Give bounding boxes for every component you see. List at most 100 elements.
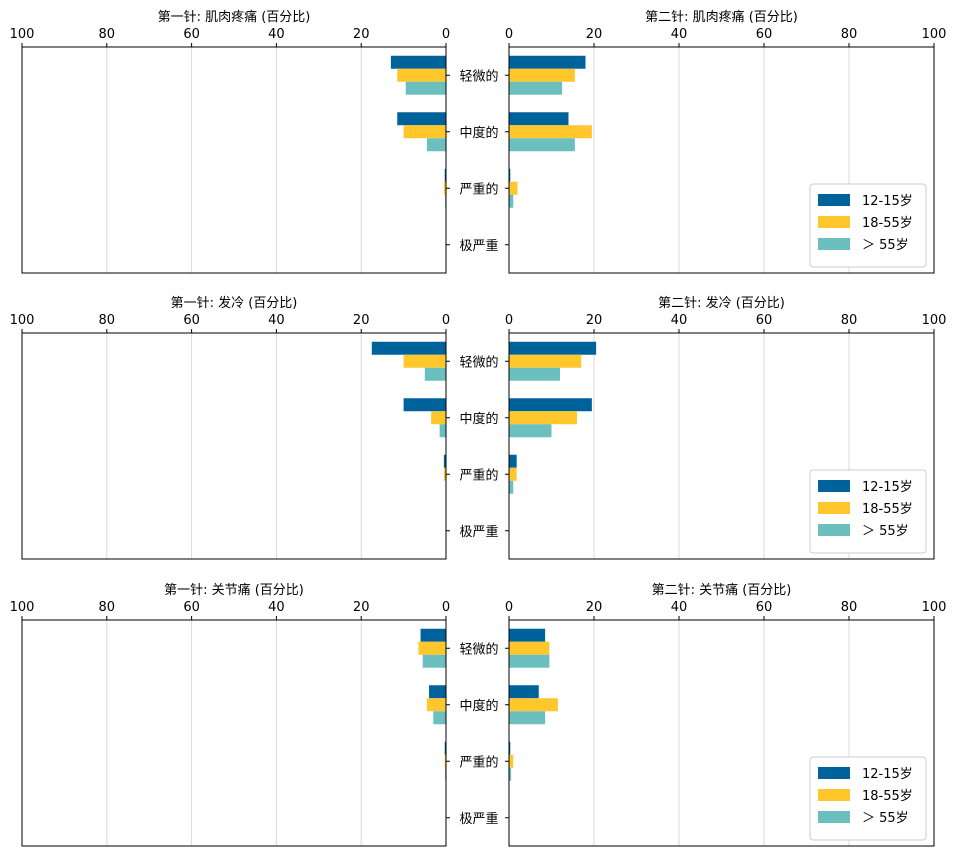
bar xyxy=(433,711,446,725)
bar xyxy=(509,424,552,438)
bar xyxy=(509,767,512,781)
bar xyxy=(403,125,446,139)
bar xyxy=(509,168,511,182)
category-label: 中度的 xyxy=(459,411,498,427)
tick-label: 40 xyxy=(268,313,285,328)
bar xyxy=(426,138,446,152)
tick-label: 60 xyxy=(756,313,773,328)
category-label: 严重的 xyxy=(459,754,498,770)
panel-title: 第二针: 肌肉疼痛 (百分比) xyxy=(645,9,798,25)
tick-label: 100 xyxy=(10,600,35,615)
bar xyxy=(426,698,446,712)
legend-label: ＞ 55岁 xyxy=(862,811,909,826)
category-label: 中度的 xyxy=(459,698,498,714)
legend-label: 18-55岁 xyxy=(862,502,913,517)
category-label: 轻微的 xyxy=(459,68,498,84)
tick-label: 20 xyxy=(353,313,370,328)
tick-label: 60 xyxy=(183,313,200,328)
legend-label: 12-15岁 xyxy=(862,480,913,495)
legend-label: 18-55岁 xyxy=(862,216,913,231)
bar xyxy=(390,55,446,69)
bar xyxy=(439,424,446,438)
legend-swatch xyxy=(818,811,850,823)
plot-frame xyxy=(21,619,447,847)
legend-swatch xyxy=(818,216,850,228)
tick-label: 0 xyxy=(505,27,513,42)
plot-frame xyxy=(508,332,935,560)
tick-label: 80 xyxy=(841,313,858,328)
bar xyxy=(429,685,446,699)
bar xyxy=(418,641,446,655)
panel-title: 第一针: 肌肉疼痛 (百分比) xyxy=(158,9,311,25)
tick-label: 80 xyxy=(99,27,116,42)
bar xyxy=(509,641,550,655)
legend-label: ＞ 55岁 xyxy=(862,238,909,253)
bar xyxy=(371,341,446,355)
bar xyxy=(444,741,446,755)
tick-label: 60 xyxy=(756,600,773,615)
tick-label: 20 xyxy=(586,313,603,328)
tick-label: 40 xyxy=(671,600,688,615)
legend-label: 18-55岁 xyxy=(862,789,913,804)
bar xyxy=(444,754,446,768)
bar xyxy=(509,181,518,195)
tick-label: 0 xyxy=(442,313,450,328)
bar xyxy=(403,354,446,368)
bar xyxy=(422,654,446,668)
plot-frame xyxy=(21,46,447,274)
tick-label: 0 xyxy=(442,600,450,615)
bar xyxy=(509,628,546,642)
bar xyxy=(509,711,546,725)
bar xyxy=(405,81,446,95)
tick-label: 20 xyxy=(353,27,370,42)
bar xyxy=(397,112,446,126)
category-label: 中度的 xyxy=(459,125,498,141)
bar xyxy=(509,698,558,712)
bar xyxy=(443,467,446,481)
bar xyxy=(509,741,511,755)
bar xyxy=(509,480,514,494)
bar xyxy=(509,55,586,69)
plot-frame xyxy=(508,619,935,847)
bar xyxy=(509,341,597,355)
legend-swatch xyxy=(818,480,850,492)
bar xyxy=(397,68,446,82)
tick-label: 80 xyxy=(841,27,858,42)
tick-label: 80 xyxy=(99,313,116,328)
category-label: 极严重 xyxy=(459,238,498,254)
tick-label: 40 xyxy=(268,27,285,42)
bar xyxy=(509,81,563,95)
tick-label: 0 xyxy=(505,313,513,328)
panel-title: 第二针: 关节痛 (百分比) xyxy=(652,582,792,598)
bar xyxy=(509,354,582,368)
bar xyxy=(509,194,514,208)
bar xyxy=(509,467,517,481)
panel-title: 第二针: 发冷 (百分比) xyxy=(658,295,785,311)
bar xyxy=(509,68,575,82)
bar xyxy=(444,168,446,182)
bar xyxy=(509,411,577,425)
category-label: 严重的 xyxy=(459,467,498,483)
panel-title: 第一针: 发冷 (百分比) xyxy=(171,295,298,311)
tick-label: 60 xyxy=(756,27,773,42)
bar xyxy=(509,398,592,412)
bar xyxy=(509,685,539,699)
tick-label: 80 xyxy=(99,600,116,615)
category-label: 严重的 xyxy=(459,181,498,197)
tick-label: 100 xyxy=(922,27,947,42)
plot-frame xyxy=(508,46,935,274)
tick-label: 0 xyxy=(442,27,450,42)
tick-label: 100 xyxy=(10,313,35,328)
legend-swatch xyxy=(818,194,850,206)
category-label: 轻微的 xyxy=(459,641,498,657)
tick-label: 40 xyxy=(268,600,285,615)
tick-label: 40 xyxy=(671,27,688,42)
bar xyxy=(509,125,592,139)
tick-label: 20 xyxy=(353,600,370,615)
bar xyxy=(443,454,446,468)
category-label: 轻微的 xyxy=(459,354,498,370)
tick-label: 20 xyxy=(586,600,603,615)
bar xyxy=(509,654,550,668)
tick-label: 20 xyxy=(586,27,603,42)
